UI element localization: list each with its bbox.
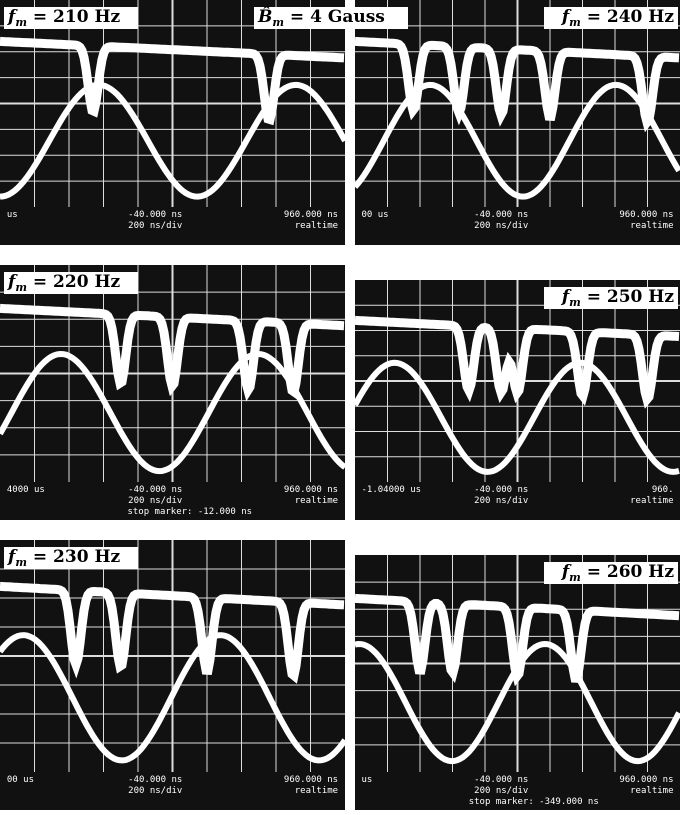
figure: us -40.000 ns 960.000 ns 200 ns/div realtime… bbox=[0, 0, 680, 815]
scope-readout: 200 ns/div bbox=[474, 496, 528, 506]
scope-readout: -1.04000 us bbox=[362, 485, 422, 495]
scope-readout: realtime bbox=[630, 786, 673, 796]
subscript: m bbox=[15, 16, 27, 29]
scope-readout: -40.000 ns bbox=[474, 775, 528, 785]
scope-readout: realtime bbox=[295, 786, 338, 796]
scope-readout: 960.000 ns bbox=[284, 485, 338, 495]
scope-readout: 200 ns/div bbox=[128, 496, 182, 506]
scope-panel: 00 us -40.000 ns 960.000 ns 200 ns/div realt… bbox=[0, 540, 345, 810]
scope-readout: -40.000 ns bbox=[128, 775, 182, 785]
scope-readout: us bbox=[7, 210, 18, 220]
subscript: m bbox=[15, 556, 27, 569]
scope-readout: 00 us bbox=[7, 775, 34, 785]
rest: = 230 Hz bbox=[27, 547, 121, 567]
panel-label: fm = 260 Hz bbox=[544, 562, 678, 584]
scope-panel: 00 us -40.000 ns 960.000 ns 200 ns/div realt… bbox=[355, 0, 680, 245]
scope-panel: us -40.000 ns 960.000 ns 200 ns/div realtime… bbox=[355, 555, 680, 810]
scope-readout: 200 ns/div bbox=[128, 786, 182, 796]
scope-readout: 960.000 ns bbox=[284, 210, 338, 220]
scope-readout: 200 ns/div bbox=[474, 221, 528, 231]
subscript: m bbox=[15, 281, 27, 294]
rest: = 240 Hz bbox=[581, 7, 675, 27]
scope-readout: 960.000 ns bbox=[619, 210, 673, 220]
scope-readout: -40.000 ns bbox=[474, 210, 528, 220]
scope-panel: 4000 us -40.000 ns 960.000 ns 200 ns/div rea… bbox=[0, 265, 345, 520]
scope-readout: 960. bbox=[652, 485, 674, 495]
rest: = 250 Hz bbox=[581, 287, 675, 307]
scope-readout: 200 ns/div bbox=[474, 786, 528, 796]
subscript: m bbox=[272, 16, 284, 29]
rest: = 210 Hz bbox=[27, 7, 121, 27]
panel-label: fm = 210 Hz bbox=[4, 7, 138, 29]
scope-panel: us -40.000 ns 960.000 ns 200 ns/div realtime bbox=[0, 0, 345, 245]
scope-panel: -1.04000 us -40.000 ns 960. 200 ns/div realt… bbox=[355, 280, 680, 520]
symbol: B̂ bbox=[257, 7, 272, 27]
scope-readout: 00 us bbox=[362, 210, 389, 220]
panel-label: fm = 240 Hz bbox=[544, 7, 678, 29]
scope-readout: realtime bbox=[295, 221, 338, 231]
scope-readout: 960.000 ns bbox=[284, 775, 338, 785]
scope-readout: realtime bbox=[630, 496, 673, 506]
subscript: m bbox=[569, 296, 581, 309]
panel-label: B̂m = 4 Gauss bbox=[254, 7, 408, 29]
scope-readout: -40.000 ns bbox=[474, 485, 528, 495]
scope-readout: -40.000 ns bbox=[128, 485, 182, 495]
rest: = 260 Hz bbox=[581, 562, 675, 582]
subscript: m bbox=[569, 571, 581, 584]
scope-readout: -40.000 ns bbox=[128, 210, 182, 220]
scope-readout: stop marker: -12.000 ns bbox=[127, 507, 252, 517]
panel-label: fm = 250 Hz bbox=[544, 287, 678, 309]
scope-readout: 960.000 ns bbox=[619, 775, 673, 785]
scope-readout: 4000 us bbox=[7, 485, 45, 495]
scope-readout: stop marker: -349.000 ns bbox=[469, 797, 599, 807]
scope-readout: 200 ns/div bbox=[128, 221, 182, 231]
subscript: m bbox=[569, 16, 581, 29]
scope-readout: realtime bbox=[630, 221, 673, 231]
scope-readout: realtime bbox=[295, 496, 338, 506]
rest: = 220 Hz bbox=[27, 272, 121, 292]
panel-label: fm = 230 Hz bbox=[4, 547, 138, 569]
rest: = 4 Gauss bbox=[284, 7, 385, 27]
scope-readout: us bbox=[362, 775, 373, 785]
panel-label: fm = 220 Hz bbox=[4, 272, 138, 294]
